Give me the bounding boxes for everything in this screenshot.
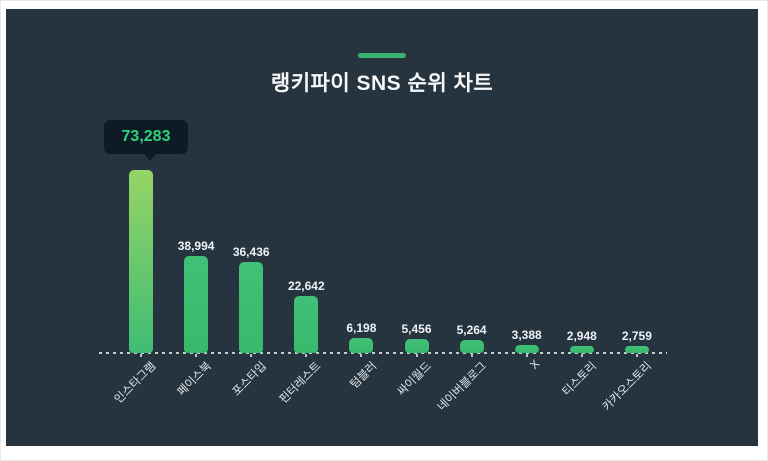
x-axis-label: 인스타그램 — [112, 360, 159, 407]
axis-tick — [580, 354, 583, 357]
x-axis-label: 티스토리 — [561, 360, 600, 399]
bar-value-label: 5,264 — [456, 322, 487, 337]
axis-tick — [470, 354, 473, 357]
x-axis-label: 페이스북 — [175, 360, 214, 399]
chart-title: 랭키파이 SNS 순위 차트 — [270, 72, 494, 95]
x-axis-label: 텀블러 — [348, 360, 380, 392]
bar-value-label: 36,436 — [232, 245, 270, 259]
bar-value-label: 2,759 — [621, 329, 652, 344]
bar[interactable] — [404, 339, 429, 353]
axis-tick — [140, 354, 142, 357]
bar-value-label: 2,948 — [566, 328, 597, 343]
bar[interactable] — [349, 337, 374, 353]
x-axis-label: 네이버블로그 — [435, 360, 490, 414]
title-accent-bar — [358, 53, 406, 58]
bar-value-label: 6,198 — [346, 320, 377, 335]
tooltip-value: 73,283 — [121, 128, 171, 145]
axis-tick — [195, 354, 198, 357]
axis-tick — [635, 354, 638, 357]
bar-value-label: 38,994 — [177, 238, 215, 253]
bar-value-label: 3,388 — [511, 327, 542, 342]
x-axis-line — [99, 352, 667, 354]
axis-tick — [250, 354, 253, 357]
bar[interactable] — [459, 339, 484, 353]
axis-tick — [360, 354, 363, 357]
bar[interactable] — [624, 346, 649, 353]
x-axis-label: X — [528, 358, 543, 372]
bar[interactable] — [184, 255, 209, 353]
x-axis-label: 카카오스토리 — [601, 360, 655, 414]
bar[interactable] — [569, 345, 594, 353]
bar[interactable] — [514, 344, 539, 353]
x-axis-label: 포스타입 — [230, 360, 269, 399]
bar[interactable] — [239, 262, 264, 353]
tooltip: 73,283 — [104, 120, 188, 161]
bar-value-label: 22,642 — [287, 279, 325, 294]
bar-value-label: 5,456 — [401, 322, 432, 337]
bar[interactable] — [129, 170, 153, 353]
axis-tick — [415, 354, 418, 357]
x-axis-label: 싸이월드 — [395, 360, 435, 399]
x-axis-label: 핀터레스트 — [278, 360, 324, 407]
tooltip-arrow-icon — [144, 154, 156, 161]
axis-tick — [525, 354, 528, 357]
bar[interactable] — [294, 296, 319, 353]
axis-tick — [305, 354, 308, 357]
